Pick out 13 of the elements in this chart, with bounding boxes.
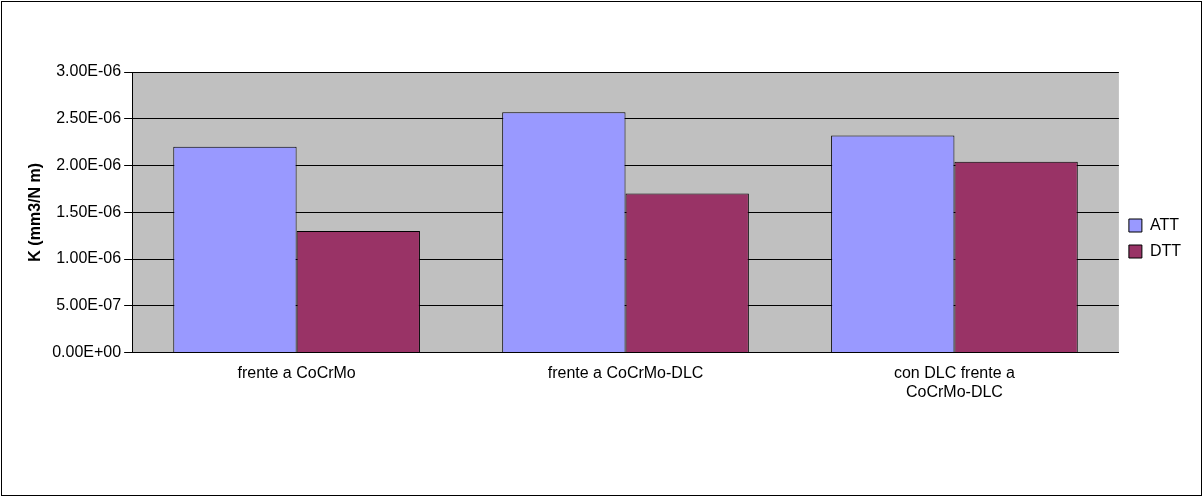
y-axis-title: K (mm3/N m) (26, 162, 44, 262)
y-tick-label: 5.00E-07 (56, 296, 122, 314)
y-tick-label: 1.50E-06 (56, 202, 122, 220)
y-tick-label: 2.00E-06 (56, 155, 122, 173)
legend-label: ATT (1149, 215, 1180, 233)
x-tick-label: con DLC frente a CoCrMo-DLC (893, 363, 1016, 400)
x-tick-label: frente a CoCrMo-DLC (547, 363, 704, 381)
y-tick-label: 3.00E-06 (56, 62, 122, 80)
x-tick-label: frente a CoCrMo (237, 363, 356, 381)
y-tick-label: 2.50E-06 (56, 109, 122, 127)
y-tick-label: 0.00E+00 (52, 343, 122, 361)
y-tick-label: 1.00E-06 (56, 249, 122, 267)
legend-label: DTT (1149, 241, 1182, 259)
